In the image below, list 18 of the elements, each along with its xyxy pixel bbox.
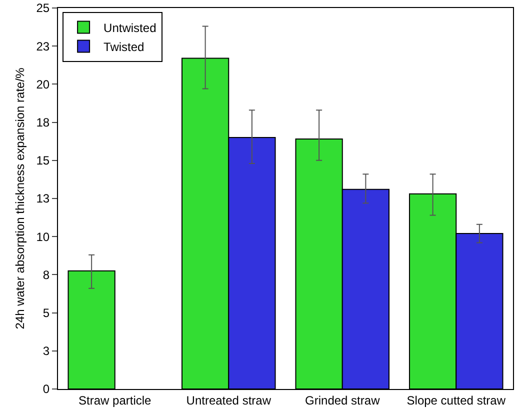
y-tick-label: 23 <box>36 39 50 54</box>
y-tick-label: 5 <box>42 306 50 320</box>
y-tick-label: 18 <box>36 116 50 130</box>
x-tick-label: Untreated straw <box>186 393 272 408</box>
y-tick-label: 3 <box>42 344 50 358</box>
y-tick-label: 13 <box>36 192 50 206</box>
y-axis-title: 24h water absorption thickness expansion rate/% <box>13 67 27 330</box>
x-tick-label: Slope cutted straw <box>406 393 506 408</box>
x-tick-label: Straw particle <box>78 393 152 408</box>
x-tick-label: Grinded straw <box>305 393 380 408</box>
y-tick-label: 0 <box>42 382 50 396</box>
y-tick-label: 8 <box>42 268 50 282</box>
y-tick-label: 10 <box>36 230 50 244</box>
y-tick-label: 25 <box>36 1 50 16</box>
y-tick-label: 15 <box>36 154 50 168</box>
legend-label: Twisted <box>104 40 144 54</box>
legend-label: Untwisted <box>104 20 156 35</box>
y-tick-label: 20 <box>36 77 50 92</box>
